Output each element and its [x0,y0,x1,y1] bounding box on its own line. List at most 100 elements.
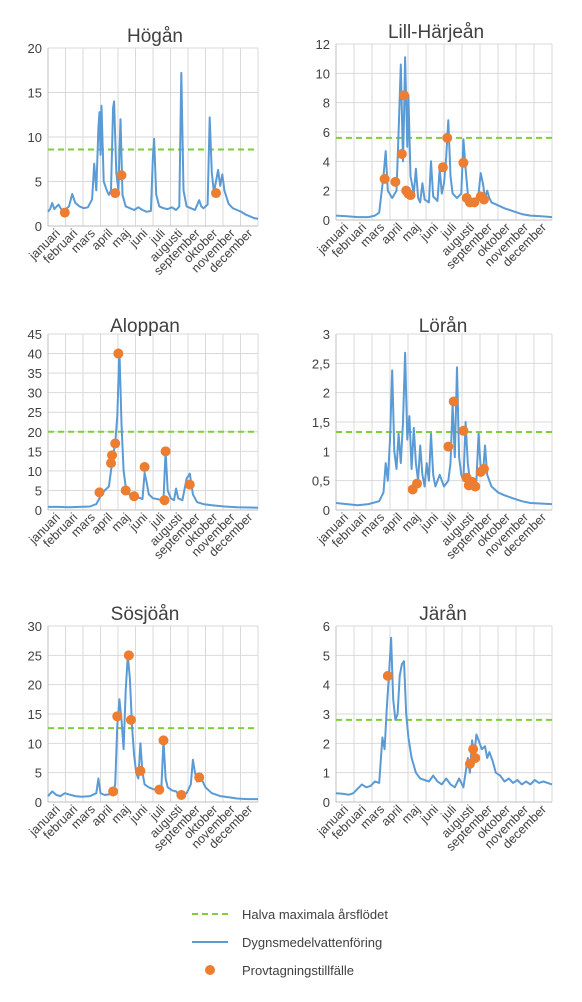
sample-point [412,478,422,489]
y-tick-label: 1 [323,766,330,781]
sample-point [390,176,401,187]
flow-series-line [48,348,259,509]
sample-point [437,162,448,173]
chart-panel: 051015202530354045januarifebruarimarsapr… [26,316,259,562]
y-tick-label: 35 [28,366,42,381]
y-tick-label: 0 [323,503,330,518]
y-tick-label: 10 [28,464,42,479]
sample-point [59,207,70,218]
sample-point [113,348,124,359]
y-tick-label: 45 [28,327,42,342]
x-tick-label: juni [126,226,150,250]
y-tick-label: 5 [323,648,330,663]
y-tick-label: 25 [28,648,42,663]
dot-marker-icon [205,965,215,975]
y-tick-label: 8 [323,96,330,111]
sample-point [135,765,146,776]
sample-point [108,786,119,797]
flow-series-line [47,654,258,801]
dashed-line-icon [192,913,228,915]
chart-panel: 00,511,522,53januarifebruarimarsaprilmaj… [312,316,553,562]
sample-point [110,438,121,449]
legend-item-half-max: Halva maximala årsflödet [190,902,570,928]
sample-point [159,495,170,506]
y-tick-label: 0 [35,795,42,810]
y-tick-label: 5 [35,766,42,781]
sample-point [129,491,140,502]
y-tick-label: 1 [323,444,330,459]
y-tick-label: 2 [323,184,330,199]
sample-point [443,441,454,452]
sample-point [470,753,481,763]
chart-panel: 024681012januarifebruarimarsaprilmajjuni… [314,22,553,272]
y-tick-label: 3 [323,707,330,722]
sample-point [184,479,195,490]
y-tick-label: 5 [35,483,42,498]
y-tick-label: 25 [28,405,42,420]
y-tick-label: 4 [323,154,330,169]
sample-point [158,735,169,746]
sample-point [94,487,105,498]
sample-point [399,90,410,101]
sample-point [106,458,116,469]
sample-point [211,188,221,199]
sample-point [120,485,131,496]
sample-point [194,772,205,783]
x-tick-label: juni [126,802,150,826]
flow-series-line [335,636,553,796]
y-tick-label: 0,5 [312,474,330,489]
y-tick-label: 0 [35,219,42,234]
x-tick-label: juni [417,220,441,244]
y-tick-label: 0 [323,213,330,228]
y-tick-label: 0 [35,503,42,518]
sample-point [379,173,390,184]
sample-point [396,149,407,159]
y-tick-label: 3 [323,327,330,342]
sample-point [382,670,393,681]
sample-point [469,197,480,208]
y-tick-label: 12 [316,37,330,52]
y-tick-label: 40 [28,347,42,362]
sample-point [125,714,136,725]
sample-point [110,188,121,199]
sample-point [442,132,453,143]
y-tick-label: 20 [28,678,42,693]
legend-item-sample: Provtagningstillfälle [190,958,570,984]
legend-label-sample: Provtagningstillfälle [242,963,355,978]
y-tick-label: 15 [28,86,42,101]
x-tick-label: juni [417,802,441,826]
y-tick-label: 10 [28,736,42,751]
flow-series-line [335,56,553,219]
solid-line-icon [192,941,228,943]
sample-point [112,711,123,722]
sample-point [478,194,489,205]
y-tick-label: 30 [28,619,42,634]
y-tick-label: 1,5 [312,415,330,430]
x-tick-label: juni [126,510,150,534]
sample-point [139,461,150,472]
sample-point [405,190,416,201]
legend-label-half-max: Halva maximala årsflödet [242,907,388,922]
sample-point [176,789,187,800]
y-tick-label: 10 [316,66,330,81]
chart-panel: 0123456januarifebruarimarsaprilmajjuniju… [314,604,553,854]
flow-series-line [47,71,259,220]
y-tick-label: 0 [323,795,330,810]
y-tick-label: 10 [28,130,42,145]
sample-point [107,450,118,461]
sample-point [458,157,469,168]
chart-title: Aloppan [110,316,180,337]
sample-point [458,425,469,436]
y-tick-label: 30 [28,386,42,401]
charts-canvas: 05101520januarifebruarimarsaprilmajjunij… [26,22,553,854]
sample-point [160,446,171,457]
chart-title: Järån [419,604,467,625]
sample-point [154,784,165,795]
sample-point [448,396,459,407]
sample-point [468,744,479,755]
y-tick-label: 20 [28,41,42,56]
y-tick-label: 2,5 [312,356,330,371]
legend-label-flow: Dygnsmedelvattenföring [242,935,383,950]
chart-title: Lörån [419,316,468,337]
y-tick-label: 2 [323,736,330,751]
